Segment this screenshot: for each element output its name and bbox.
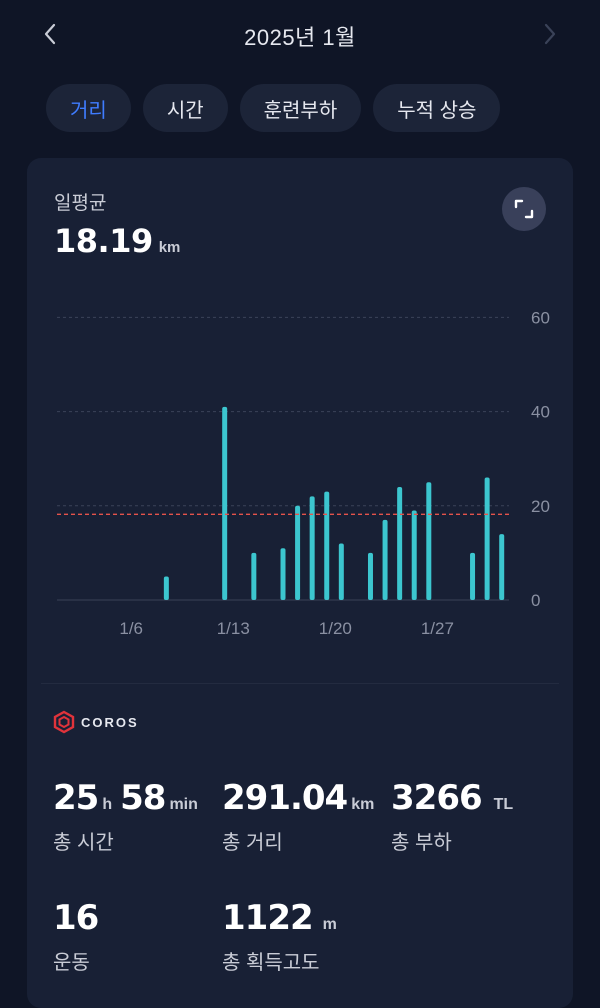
stat-total-distance: 291.04 km 총 거리 [222,778,378,855]
header: 2025년 1월 [0,0,600,68]
x-tick-label: 1/20 [319,619,352,638]
brand-name: COROS [81,714,139,730]
x-tick-label: 1/6 [119,619,143,638]
bar-1/8 [163,576,169,600]
y-tick-label: 60 [531,308,550,327]
metric-tabs: 거리 시간 훈련부하 누적 상승 [46,84,501,132]
stats-card: 일평균 18.19 km 0 20 40 60 1/6 1/13 1/20 1/27 CORO… [27,158,573,1008]
bar-1/19 [324,491,330,600]
tab-distance[interactable]: 거리 [46,84,131,132]
stat-unit: min [169,796,198,813]
expand-icon [514,199,534,219]
bar-1/23 [382,519,388,600]
expand-chart-button[interactable] [502,187,546,231]
coros-logo-icon [53,710,75,734]
tab-time[interactable]: 시간 [142,84,228,132]
stat-unit: TL [493,796,514,813]
daily-average-number: 18.19 [54,222,153,260]
bar-1/22 [367,552,373,600]
bar-1/25 [411,510,417,600]
next-month-button[interactable] [530,14,570,54]
chevron-right-icon [544,23,556,45]
brand-logo: COROS [53,710,139,734]
distance-bar-chart: 0 20 40 60 1/6 1/13 1/20 1/27 [57,308,550,638]
stat-value: 58 [120,778,166,818]
daily-average-unit: km [158,239,181,256]
y-tick-label: 40 [531,403,550,422]
stat-value: 1122 [222,898,314,938]
distance-chart: 0 20 40 60 1/6 1/13 1/20 1/27 [27,288,573,668]
bar-1/30 [484,477,490,600]
chevron-left-icon [44,23,56,45]
stat-value: 3266 [391,778,483,818]
bar-1/12 [222,406,228,600]
x-tick-label: 1/13 [217,619,250,638]
bar-1/20 [338,543,344,600]
stat-label: 총 부하 [391,832,452,854]
bar-1/31 [499,534,505,600]
stat-value: 291.04 [222,778,348,818]
divider [41,683,559,684]
bar-1/18 [309,496,315,600]
daily-average-value: 18.19 km [54,222,180,260]
stat-elevation-gain: 1122 m 총 획득고도 [222,898,341,975]
stat-label: 총 획득고도 [222,952,320,974]
bar-1/26 [426,482,432,600]
stat-label: 운동 [53,952,90,974]
previous-month-button[interactable] [30,14,70,54]
stat-label: 총 거리 [222,832,283,854]
stat-unit: h [102,796,113,813]
bar-1/29 [470,552,476,600]
bar-1/16 [280,548,286,600]
stat-unit: km [351,796,375,813]
bar-1/14 [251,552,257,600]
bar-1/17 [295,505,301,600]
y-tick-label: 20 [531,497,550,516]
y-tick-label: 0 [531,591,540,610]
stat-unit: m [322,916,337,933]
stat-value: 16 [53,898,99,938]
bar-1/24 [397,486,403,600]
stat-total-time: 25 h 58 min 총 시간 [53,778,202,855]
stat-value: 25 [53,778,99,818]
stat-label: 총 시간 [53,832,114,854]
tab-training-load[interactable]: 훈련부하 [239,84,362,132]
stat-total-load: 3266 TL 총 부하 [391,778,517,855]
x-tick-label: 1/27 [421,619,454,638]
daily-average-label: 일평균 [54,193,107,214]
month-title: 2025년 1월 [244,25,356,50]
stat-workouts: 16 운동 [53,898,99,975]
tab-elevation-gain[interactable]: 누적 상승 [373,84,501,132]
